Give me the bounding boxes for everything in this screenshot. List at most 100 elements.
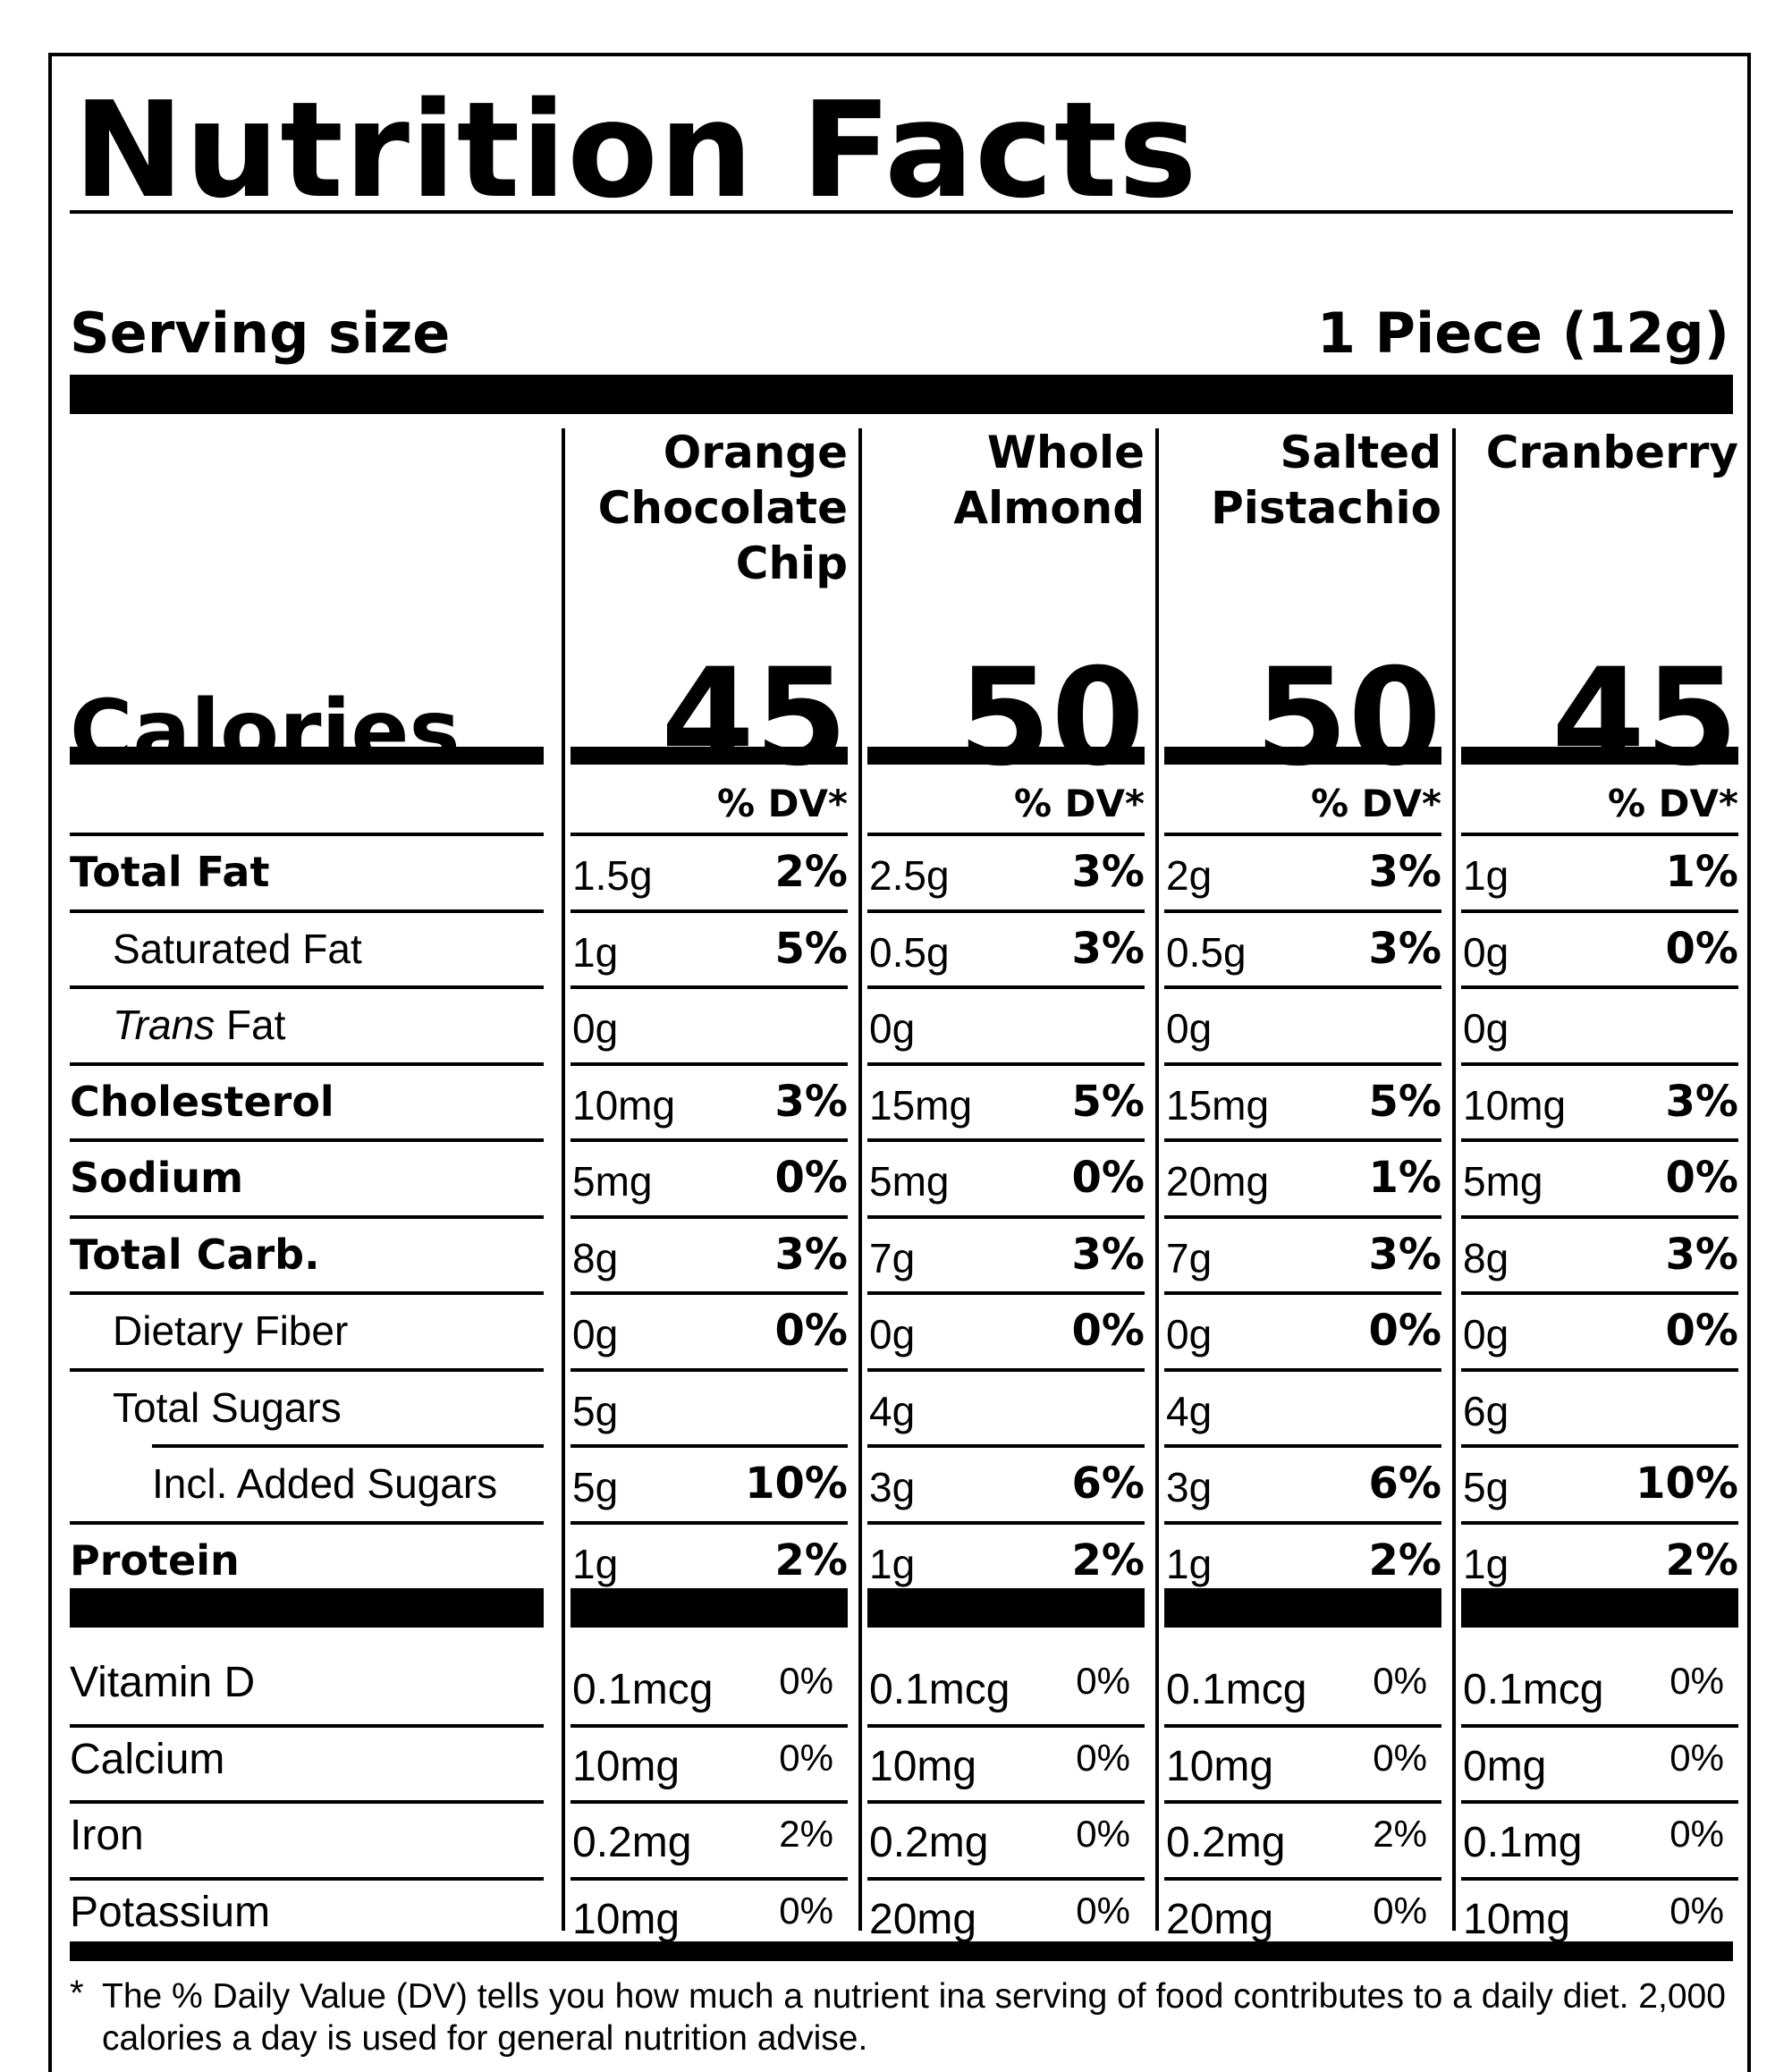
row-rule [1164, 1367, 1441, 1372]
nutrient-percent-dv: 6% [1071, 1459, 1145, 1509]
row-rule [571, 1138, 848, 1142]
nutrient-percent-dv: 3% [1071, 923, 1145, 974]
nutrient-percent-dv: 0% [1071, 1153, 1145, 1203]
nutrient-label: Protein [70, 1535, 240, 1585]
nutrient-amount: 0g [1463, 1311, 1509, 1357]
nutrient-percent-dv: 0% [1665, 923, 1739, 974]
calories-value: 50 [958, 640, 1145, 796]
nutrient-amount: 4g [869, 1387, 916, 1434]
column-header-product-name: Orange Chocolate Chip [597, 427, 848, 589]
row-rule [1164, 1138, 1441, 1142]
nutrient-percent-dv: 10% [745, 1459, 848, 1509]
nutrient-amount: 8g [572, 1234, 619, 1281]
nutrient-label: Trans Fat [113, 998, 285, 1052]
row-rule [1164, 1520, 1441, 1525]
nutrient-amount: 4g [1166, 1387, 1213, 1434]
nutrient-amount: 5mg [869, 1158, 950, 1205]
nutrient-amount: 2.5g [869, 852, 950, 899]
column-header-product-name: Salted Pistachio [1211, 427, 1441, 534]
vitamin-row-rule [867, 1876, 1145, 1881]
nutrient-label: Saturated Fat [113, 925, 362, 972]
row-rule [70, 1214, 544, 1219]
row-rule [1461, 1367, 1738, 1372]
vitamin-section-bar [571, 1588, 848, 1628]
row-rule [867, 1061, 1145, 1066]
vitamin-amount: 0.2mg [869, 1819, 989, 1866]
nutrient-percent-dv: 0% [774, 1306, 849, 1356]
nutrient-amount: 5g [572, 1464, 619, 1510]
nutrient-percent-dv: 3% [1071, 847, 1145, 897]
nutrient-amount: 1g [572, 928, 619, 976]
vitamin-percent-dv: 0% [1669, 1660, 1724, 1702]
row-rule [1461, 909, 1738, 913]
nutrient-amount: 0g [1463, 928, 1509, 976]
row-rule [70, 1138, 544, 1142]
row-rule [1164, 985, 1441, 989]
vitamin-row-rule [867, 1723, 1145, 1728]
nutrient-amount: 3g [1166, 1464, 1213, 1510]
serving-thick-bar [70, 375, 1733, 414]
vitamin-row-rule [571, 1876, 848, 1881]
vitamin-percent-dv: 0% [779, 1660, 833, 1702]
vitamin-amount: 10mg [572, 1895, 680, 1943]
nutrient-label: Incl. Added Sugars [152, 1460, 498, 1507]
calories-value: 45 [661, 640, 848, 796]
vitamin-amount: 10mg [572, 1742, 680, 1790]
nutrient-amount: 0g [572, 1005, 619, 1052]
row-rule [1164, 1061, 1441, 1066]
row-rule [571, 1061, 848, 1066]
vitamin-section-bar [1164, 1588, 1441, 1628]
vitamin-row-rule [70, 1723, 544, 1728]
vitamin-row-rule [1164, 1876, 1441, 1881]
dv-header-rule [1164, 833, 1441, 836]
vitamin-amount: 10mg [869, 1742, 977, 1790]
vitamin-row-rule [70, 1800, 544, 1804]
vitamin-percent-dv: 0% [1373, 1660, 1427, 1702]
row-rule [571, 985, 848, 989]
nutrient-percent-dv: 5% [1071, 1076, 1145, 1127]
row-rule [867, 1214, 1145, 1219]
vitamin-amount: 10mg [1463, 1895, 1571, 1943]
percent-dv-header: % DV* [1310, 782, 1441, 825]
vitamin-section-bar [70, 1588, 544, 1628]
vitamin-percent-dv: 0% [779, 1889, 833, 1932]
row-rule [1461, 1138, 1738, 1142]
serving-size-value: 1 Piece (12g) [1316, 300, 1729, 366]
nutrient-amount: 10mg [1463, 1081, 1567, 1129]
vitamin-percent-dv: 0% [1669, 1736, 1724, 1779]
nutrient-amount: 10mg [572, 1081, 676, 1129]
row-rule [1461, 1214, 1738, 1219]
vitamin-percent-dv: 2% [779, 1813, 833, 1855]
nutrient-percent-dv: 0% [1368, 1306, 1442, 1356]
vitamin-amount: 20mg [1166, 1895, 1274, 1943]
nutrient-amount: 6g [1463, 1387, 1509, 1434]
footnote-asterisk: * [70, 1974, 84, 2013]
nutrient-amount: 1g [572, 1540, 619, 1587]
vitamin-percent-dv: 0% [1076, 1660, 1130, 1702]
nutrient-amount: 1g [1463, 1540, 1509, 1587]
vitamin-amount: 0.2mg [1166, 1819, 1286, 1866]
nutrient-label-italic: Trans [113, 1002, 216, 1048]
vitamin-row-rule [1164, 1723, 1441, 1728]
serving-size-label: Serving size [70, 300, 451, 366]
column-divider [1155, 428, 1159, 1931]
row-rule [70, 1520, 544, 1525]
nutrient-percent-dv: 0% [1665, 1306, 1739, 1356]
nutrient-amount: 0g [869, 1005, 916, 1052]
dv-header-rule [1461, 833, 1738, 836]
row-rule [1461, 1444, 1738, 1448]
row-rule [867, 1138, 1145, 1142]
nutrient-percent-dv: 3% [1071, 1229, 1145, 1280]
bottom-thick-bar [70, 1941, 1733, 1961]
nutrient-amount: 1g [869, 1540, 916, 1587]
dv-header-rule [70, 833, 544, 836]
vitamin-percent-dv: 0% [1669, 1813, 1724, 1855]
vitamin-amount: 0.1mg [1463, 1819, 1583, 1866]
vitamin-percent-dv: 0% [1076, 1889, 1130, 1932]
row-rule [152, 1444, 544, 1448]
vitamin-percent-dv: 0% [1076, 1736, 1130, 1779]
percent-dv-header: % DV* [1607, 782, 1738, 825]
nutrient-percent-dv: 5% [774, 923, 849, 974]
nutrient-amount: 0g [869, 1311, 916, 1357]
calories-thick-bar [867, 747, 1145, 765]
